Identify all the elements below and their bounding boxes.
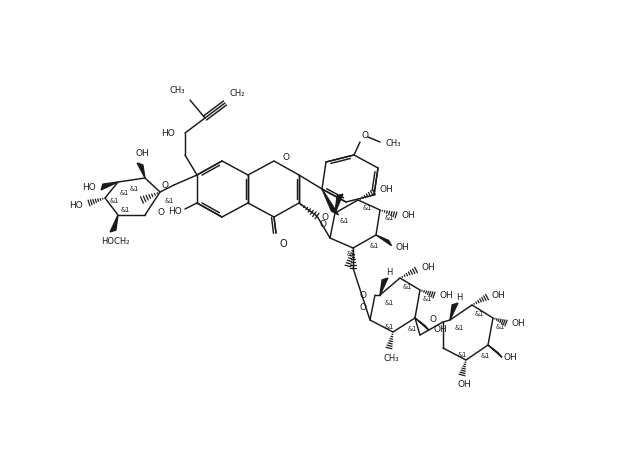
Text: &1: &1 xyxy=(369,243,379,249)
Text: OH: OH xyxy=(402,211,416,220)
Text: &1: &1 xyxy=(120,190,129,196)
Text: &1: &1 xyxy=(481,353,489,359)
Text: CH₃: CH₃ xyxy=(386,138,401,147)
Text: O: O xyxy=(320,220,327,229)
Text: OH: OH xyxy=(433,326,447,335)
Text: OH: OH xyxy=(440,290,454,299)
Text: &1: &1 xyxy=(458,352,466,358)
Text: HOCH₂: HOCH₂ xyxy=(101,237,129,246)
Polygon shape xyxy=(488,345,502,357)
Polygon shape xyxy=(110,215,118,232)
Text: O: O xyxy=(360,290,367,299)
Text: OH: OH xyxy=(135,149,149,158)
Text: HO: HO xyxy=(82,183,96,192)
Text: O: O xyxy=(362,132,369,141)
Text: &1: &1 xyxy=(455,325,465,331)
Text: O: O xyxy=(279,239,287,249)
Polygon shape xyxy=(322,189,339,215)
Text: H: H xyxy=(386,268,392,277)
Text: &1: &1 xyxy=(385,215,394,221)
Text: OH: OH xyxy=(422,263,436,272)
Text: &1: &1 xyxy=(121,207,130,213)
Text: &1: &1 xyxy=(165,198,174,204)
Polygon shape xyxy=(415,318,429,330)
Polygon shape xyxy=(450,303,458,320)
Text: &1: &1 xyxy=(385,300,394,306)
Text: CH₂: CH₂ xyxy=(230,89,245,98)
Text: CH₃: CH₃ xyxy=(169,86,185,95)
Text: HO: HO xyxy=(168,207,182,216)
Text: HO: HO xyxy=(69,202,83,211)
Text: OH: OH xyxy=(457,380,471,389)
Text: &1: &1 xyxy=(496,324,505,330)
Polygon shape xyxy=(335,194,343,213)
Polygon shape xyxy=(380,278,388,295)
Text: &1: &1 xyxy=(340,218,350,224)
Text: OH: OH xyxy=(380,185,394,194)
Text: &1: &1 xyxy=(423,296,432,302)
Text: OH: OH xyxy=(492,290,505,299)
Text: H: H xyxy=(456,293,463,302)
Text: OH: OH xyxy=(511,318,525,327)
Text: O: O xyxy=(360,303,367,312)
Text: &1: &1 xyxy=(130,186,139,192)
Polygon shape xyxy=(101,182,118,190)
Text: &1: &1 xyxy=(475,311,484,317)
Text: &1: &1 xyxy=(403,284,412,290)
Text: &1: &1 xyxy=(110,198,119,204)
Text: &1: &1 xyxy=(408,326,417,332)
Text: O: O xyxy=(162,180,169,189)
Text: O: O xyxy=(282,153,289,162)
Text: O: O xyxy=(157,208,164,217)
Text: &1: &1 xyxy=(363,205,373,211)
Text: CH₃: CH₃ xyxy=(383,354,399,363)
Polygon shape xyxy=(376,235,392,246)
Text: &1: &1 xyxy=(385,324,394,330)
Text: O: O xyxy=(430,316,437,325)
Text: O: O xyxy=(322,213,329,222)
Text: HO: HO xyxy=(161,129,175,138)
Polygon shape xyxy=(137,163,145,178)
Text: OH: OH xyxy=(396,243,410,252)
Text: OH: OH xyxy=(504,353,518,362)
Text: &1: &1 xyxy=(346,251,356,257)
